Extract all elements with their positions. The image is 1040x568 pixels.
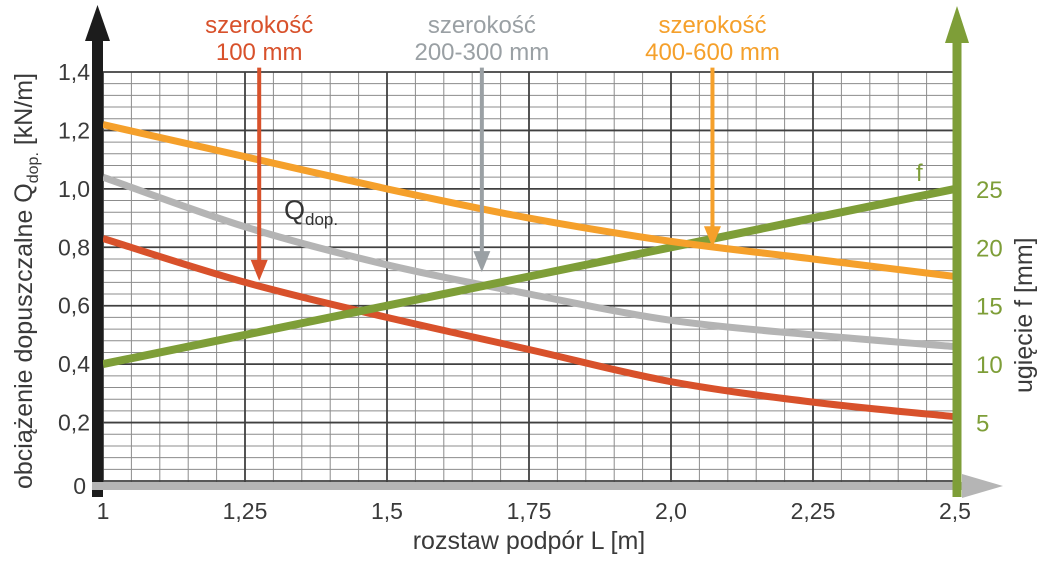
- x-tick-label: 1,75: [507, 498, 552, 524]
- x-tick-label: 2,0: [655, 498, 687, 524]
- callout-arrowhead-icon-2: [703, 226, 721, 248]
- qdop-curve-label: Qdop.: [284, 195, 338, 229]
- x-tick-label: 2,5: [939, 498, 971, 524]
- y-left-tick-label: 0,2: [58, 410, 90, 436]
- series-line-2: [102, 121, 956, 280]
- y-left-tick-label: 0: [73, 473, 86, 499]
- y-left-title-main: obciążenie dopuszczalne Q: [10, 183, 38, 489]
- callout-label-line1-0: szerokość: [205, 12, 313, 39]
- x-tick-label: 2,25: [791, 498, 836, 524]
- y-right-tick-label: 5: [976, 411, 989, 438]
- y-right-tick-label: 20: [976, 235, 1003, 262]
- y-left-tick-label: 0,4: [58, 351, 90, 377]
- x-axis-bar: [92, 482, 965, 490]
- callout-arrowhead-icon-1: [473, 251, 491, 273]
- y-axis-left-arrowhead-icon: [85, 5, 110, 41]
- callout-label-line2-1: 200-300 mm: [414, 39, 549, 66]
- series-line-3: [102, 184, 956, 369]
- callout-label-line2-0: 100 mm: [216, 39, 303, 66]
- x-axis: [92, 474, 1003, 498]
- y-axis-right-bar: [952, 40, 962, 497]
- tick-labels: 1 1,25 1,5 1,75 2,0 2,25 2,500,20,40,60,81,01,…: [58, 59, 1003, 524]
- y-left-tick-label: 1,4: [58, 59, 90, 85]
- y-axis-left: [85, 5, 110, 497]
- y-axis-right: [945, 6, 969, 497]
- y-left-title-subscript: dop.: [25, 152, 42, 183]
- y-right-tick-label: 25: [976, 177, 1003, 204]
- callout-label-line1-1: szerokość: [428, 12, 536, 39]
- callout-label-line2-2: 400-600 mm: [645, 39, 780, 66]
- y-left-tick-label: 1,0: [58, 176, 90, 202]
- plot-grid: [97, 71, 957, 482]
- y-left-tick-label: 0,8: [58, 234, 90, 260]
- x-axis-arrowhead-icon: [962, 474, 1003, 498]
- series-line-1: [101, 173, 956, 351]
- series-curves: [101, 121, 956, 421]
- y-left-tick-label: 0,6: [58, 293, 90, 319]
- y-right-tick-label: 15: [976, 294, 1003, 321]
- qdop-label-main: Q: [284, 195, 305, 225]
- y-right-tick-label: 10: [976, 352, 1003, 379]
- y-axis-right-title: ugięcie f [mm]: [1010, 237, 1038, 393]
- y-left-tick-label: 1,2: [58, 117, 90, 143]
- qdop-label-subscript: dop.: [305, 210, 338, 229]
- y-left-title-units: [kN/m]: [10, 73, 38, 152]
- x-axis-title: rozstaw podpór L [m]: [413, 527, 646, 555]
- series-line-0: [101, 235, 956, 421]
- x-tick-label: 1,25: [223, 498, 268, 524]
- deflection-curve-label: f: [916, 160, 923, 187]
- y-axis-left-title: obciążenie dopuszczalne Qdop. [kN/m]: [10, 73, 42, 489]
- y-axis-right-arrowhead-icon: [945, 6, 969, 43]
- callout-label-line1-2: szerokość: [658, 12, 766, 39]
- x-tick-label: 1,5: [371, 498, 403, 524]
- callout-arrowhead-icon-0: [250, 259, 268, 281]
- y-axis-left-bar: [92, 36, 103, 497]
- x-tick-label: 1: [97, 498, 110, 524]
